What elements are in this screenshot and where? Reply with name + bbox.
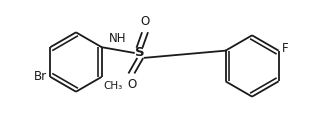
Text: O: O bbox=[127, 78, 137, 91]
Text: Br: Br bbox=[34, 70, 47, 83]
Text: CH₃: CH₃ bbox=[104, 81, 123, 91]
Text: S: S bbox=[135, 46, 145, 59]
Text: NH: NH bbox=[109, 32, 127, 45]
Text: O: O bbox=[140, 15, 149, 28]
Text: F: F bbox=[282, 42, 288, 55]
